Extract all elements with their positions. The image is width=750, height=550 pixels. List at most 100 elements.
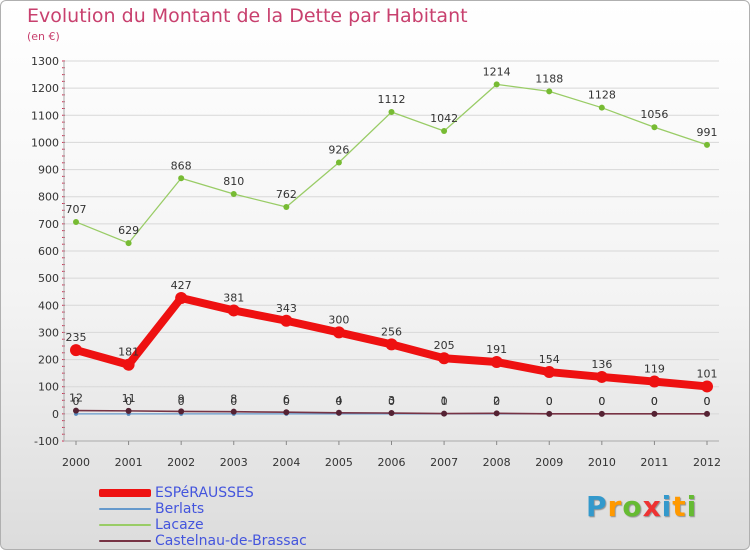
data-label-castelnau-de-brassac: 0	[704, 395, 711, 408]
data-label-castelnau-de-brassac: 9	[178, 392, 185, 405]
data-label-esperausses: 205	[434, 339, 455, 352]
data-label-esperausses: 101	[697, 367, 718, 380]
data-label-lacaze: 1042	[430, 112, 458, 125]
legend-label: Berlats	[155, 501, 205, 517]
data-point-castelnau-de-brassac	[651, 410, 658, 417]
data-point-esperausses	[543, 366, 556, 379]
data-point-esperausses	[648, 375, 661, 388]
legend-swatch	[99, 508, 151, 510]
data-point-esperausses	[280, 314, 293, 327]
logo-letter: r	[607, 490, 623, 523]
data-label-berlats: 0	[335, 395, 342, 408]
data-point-lacaze	[704, 141, 710, 148]
data-point-esperausses	[595, 370, 608, 383]
data-point-esperausses	[385, 338, 398, 351]
data-label-berlats: 0	[73, 395, 80, 408]
data-point-castelnau-de-brassac	[335, 409, 342, 416]
proxiti-logo: Proxiti	[586, 490, 697, 523]
data-label-berlats: 0	[704, 395, 711, 408]
logo-letter: i	[686, 490, 698, 523]
data-point-lacaze	[335, 159, 342, 166]
y-tick-label: -100	[34, 435, 59, 448]
data-point-esperausses	[70, 344, 82, 357]
data-label-castelnau-de-brassac: 0	[546, 395, 553, 408]
data-point-lacaze	[125, 240, 132, 247]
data-label-esperausses: 427	[171, 279, 192, 292]
data-point-castelnau-de-brassac	[493, 410, 500, 417]
data-label-lacaze: 762	[276, 188, 297, 201]
data-label-castelnau-de-brassac: 8	[230, 393, 237, 406]
logo-letter: t	[672, 490, 687, 523]
y-tick-label: 100	[38, 381, 59, 394]
x-tick-label: 2000	[62, 456, 90, 469]
data-label-lacaze: 629	[118, 224, 139, 237]
data-point-castelnau-de-brassac	[283, 409, 290, 416]
data-label-berlats: 0	[441, 395, 448, 408]
data-label-lacaze: 1188	[535, 72, 563, 85]
chart-title: Evolution du Montant de la Dette par Hab…	[27, 5, 468, 27]
data-label-esperausses: 381	[223, 291, 244, 304]
data-point-lacaze	[230, 191, 237, 197]
data-label-esperausses: 119	[644, 363, 665, 376]
x-tick-label: 2010	[588, 456, 616, 469]
y-tick-label: 500	[38, 272, 59, 285]
data-label-lacaze: 1112	[378, 93, 406, 106]
data-point-castelnau-de-brassac	[441, 410, 448, 417]
data-point-castelnau-de-brassac	[125, 407, 132, 414]
data-label-berlats: 0	[651, 395, 658, 408]
data-label-lacaze: 1056	[640, 108, 668, 121]
data-label-esperausses: 343	[276, 302, 297, 315]
data-label-esperausses: 181	[118, 346, 139, 359]
data-label-esperausses: 235	[66, 331, 87, 344]
y-tick-label: 800	[38, 191, 59, 204]
data-point-esperausses	[701, 380, 713, 393]
data-label-berlats: 0	[178, 395, 185, 408]
data-point-lacaze	[651, 124, 658, 131]
legend-swatch	[99, 489, 151, 497]
data-label-castelnau-de-brassac: 12	[69, 392, 83, 405]
data-label-castelnau-de-brassac: 4	[335, 394, 342, 407]
data-label-lacaze: 810	[223, 175, 244, 188]
data-label-lacaze: 868	[171, 159, 192, 172]
x-tick-label: 2008	[483, 456, 511, 469]
x-tick-label: 2007	[430, 456, 458, 469]
y-tick-label: 300	[38, 326, 59, 339]
data-label-berlats: 0	[230, 395, 237, 408]
y-tick-label: 600	[38, 245, 59, 258]
data-label-berlats: 0	[283, 395, 290, 408]
data-label-berlats: 0	[493, 395, 500, 408]
data-point-lacaze	[73, 218, 79, 225]
data-label-esperausses: 154	[539, 353, 560, 366]
x-tick-label: 2004	[272, 456, 300, 469]
logo-letter: o	[622, 490, 643, 523]
data-label-esperausses: 191	[486, 343, 507, 356]
legend-swatch	[99, 540, 151, 542]
y-tick-label: 200	[38, 354, 59, 367]
chart-subtitle: (en €)	[27, 30, 60, 43]
data-label-castelnau-de-brassac: 6	[283, 393, 290, 406]
logo-letter: i	[661, 490, 673, 523]
data-point-esperausses	[227, 304, 240, 317]
data-point-esperausses	[332, 326, 345, 339]
y-tick-label: 700	[38, 218, 59, 231]
data-label-lacaze: 926	[328, 144, 349, 157]
data-label-lacaze: 707	[66, 203, 87, 216]
data-point-castelnau-de-brassac	[73, 407, 79, 414]
data-point-castelnau-de-brassac	[704, 410, 710, 417]
x-tick-label: 2006	[378, 456, 406, 469]
data-label-castelnau-de-brassac: 0	[598, 395, 605, 408]
data-point-esperausses	[490, 356, 503, 369]
legend-swatch	[99, 524, 151, 526]
data-point-lacaze	[283, 204, 290, 211]
y-tick-label: 1100	[31, 109, 59, 122]
legend-label: ESPéRAUSSES	[155, 485, 254, 501]
data-point-lacaze	[388, 109, 395, 116]
y-tick-label: 400	[38, 299, 59, 312]
logo-letter: x	[642, 490, 662, 523]
data-point-esperausses	[122, 358, 135, 371]
legend-label: Castelnau-de-Brassac	[155, 533, 307, 549]
data-point-lacaze	[441, 128, 448, 135]
data-point-castelnau-de-brassac	[178, 408, 185, 415]
data-point-castelnau-de-brassac	[598, 410, 605, 417]
